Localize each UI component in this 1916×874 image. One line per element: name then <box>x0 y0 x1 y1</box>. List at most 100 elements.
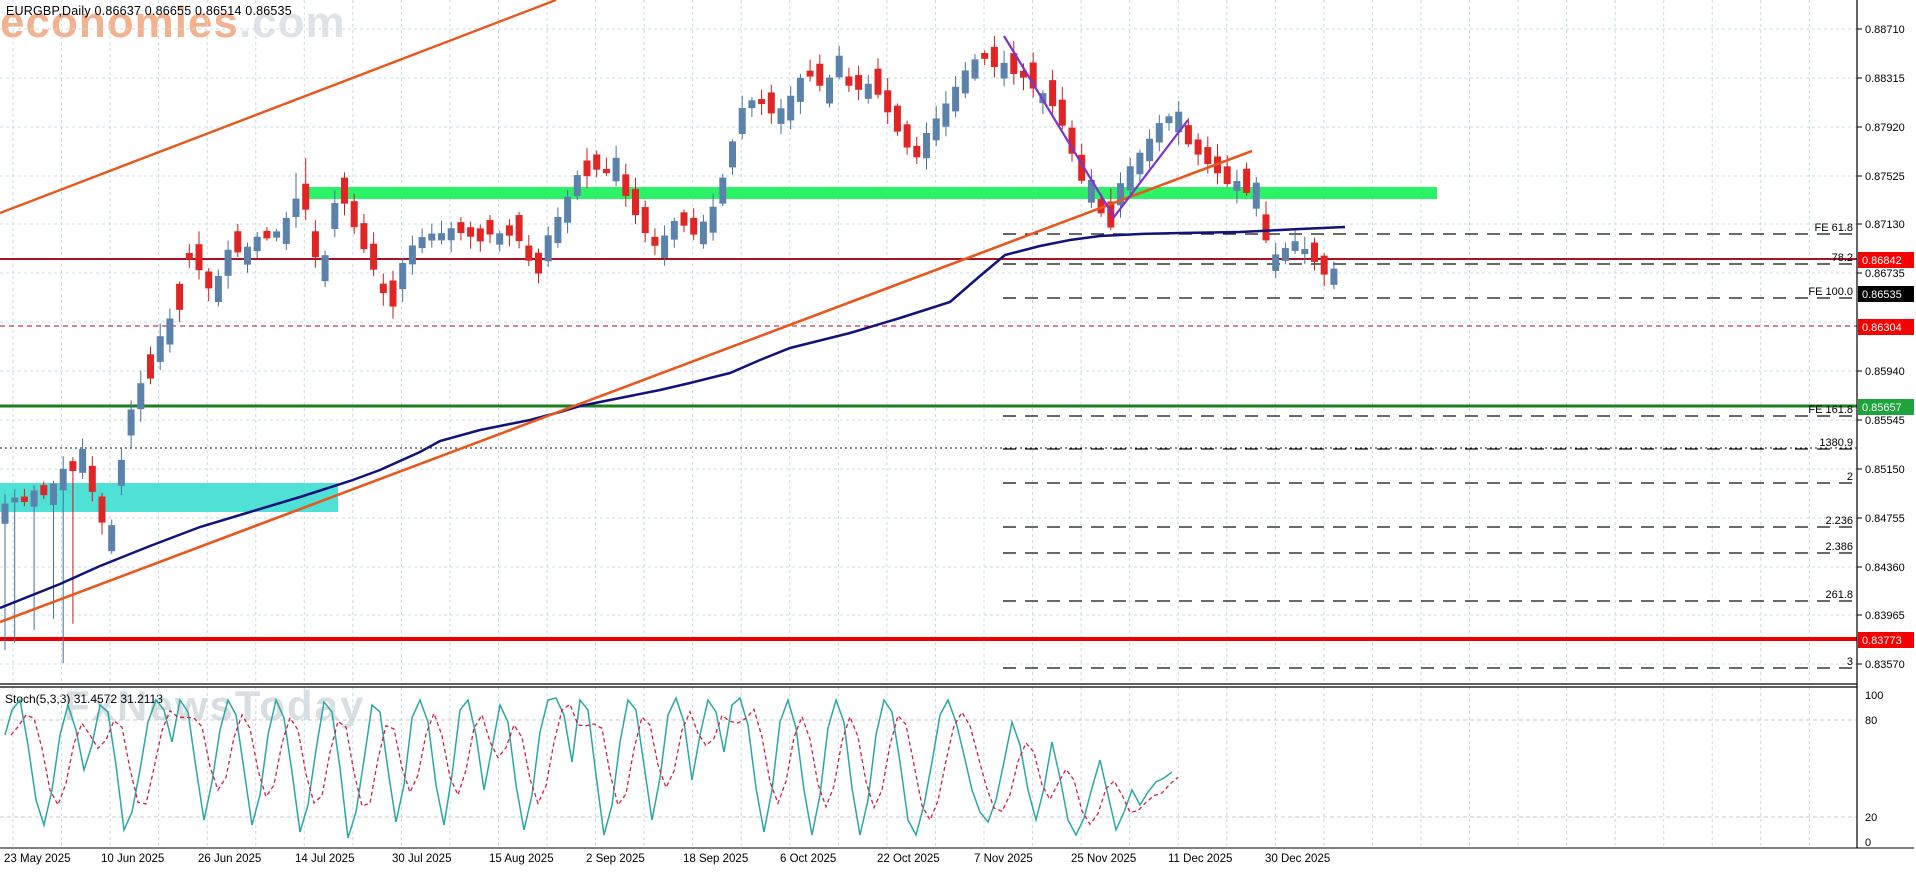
candle-bull[interactable] <box>428 233 436 241</box>
time-axis[interactable]: 23 May 2025 10 Jun 2025 26 Jun 2025 14 Jul … <box>4 853 1330 865</box>
candle-bear[interactable] <box>311 231 319 258</box>
candle-bear[interactable] <box>147 354 154 379</box>
candle-bull[interactable] <box>137 383 145 410</box>
candle-bull[interactable] <box>321 255 329 282</box>
candle-bull[interactable] <box>1126 166 1134 191</box>
candle-bull[interactable] <box>777 108 785 124</box>
candle-bull[interactable] <box>923 133 930 159</box>
candle-bear[interactable] <box>476 228 484 242</box>
candle-bull[interactable] <box>1291 241 1299 251</box>
candle-bull[interactable] <box>661 235 669 259</box>
candle-bull[interactable] <box>864 83 872 99</box>
candle-bull[interactable] <box>544 235 552 262</box>
stochastic-k-line[interactable] <box>4 695 1173 839</box>
candle-bull[interactable] <box>59 468 67 491</box>
candle-bear[interactable] <box>593 154 601 170</box>
candle-bull[interactable] <box>127 409 135 436</box>
candle-bull[interactable] <box>117 459 125 486</box>
candle-bull[interactable] <box>1281 248 1289 261</box>
candle-bear[interactable] <box>758 99 766 105</box>
candle-bear[interactable] <box>641 207 649 234</box>
candle-bear[interactable] <box>486 220 494 235</box>
candle-bull[interactable] <box>554 217 562 244</box>
moving-average-line[interactable] <box>0 225 1346 610</box>
candle-bull[interactable] <box>826 77 833 104</box>
candle-bear[interactable] <box>195 244 203 271</box>
candle-bull[interactable] <box>1233 181 1241 191</box>
candle-bear[interactable] <box>176 283 184 310</box>
candle-bear[interactable] <box>1320 255 1328 275</box>
candle-bull[interactable] <box>1000 62 1008 79</box>
candle-bear[interactable] <box>341 177 348 204</box>
candle-bull[interactable] <box>1175 111 1183 133</box>
candle-bear[interactable] <box>1311 242 1318 262</box>
candle-bull[interactable] <box>748 100 756 109</box>
candle-bull[interactable] <box>932 118 940 141</box>
candle-bear[interactable] <box>525 245 533 261</box>
candle-bear[interactable] <box>583 160 591 177</box>
candle-bull[interactable] <box>1155 123 1163 143</box>
candle-bull[interactable] <box>30 490 38 507</box>
candle-bear[interactable] <box>903 124 911 148</box>
candle-bull[interactable] <box>1252 182 1260 209</box>
candle-bull[interactable] <box>156 336 164 362</box>
candle-bull[interactable] <box>729 141 736 168</box>
candle-bear[interactable] <box>1049 80 1057 107</box>
candle-bear[interactable] <box>680 212 688 226</box>
candle-bull[interactable] <box>447 228 455 241</box>
candle-bull[interactable] <box>79 448 87 473</box>
candle-bull[interactable] <box>282 217 290 244</box>
candle-bear[interactable] <box>20 496 28 502</box>
candle-bull[interactable] <box>699 221 707 245</box>
candle-bear[interactable] <box>263 230 271 239</box>
candle-bull[interactable] <box>961 70 969 94</box>
candle-bear[interactable] <box>874 68 882 95</box>
candle-bear[interactable] <box>1243 168 1251 193</box>
candle-bear[interactable] <box>845 76 853 86</box>
candle-bull[interactable] <box>670 220 678 240</box>
candle-bear[interactable] <box>913 145 921 158</box>
candle-bull[interactable] <box>331 202 339 229</box>
candle-bear[interactable] <box>457 222 465 234</box>
candle-bull[interactable] <box>273 231 281 238</box>
candle-bear[interactable] <box>651 236 659 246</box>
candle-bear[interactable] <box>990 46 998 68</box>
candle-bear[interactable] <box>893 105 901 132</box>
candle-bull[interactable] <box>438 233 445 241</box>
candle-bear[interactable] <box>816 63 824 86</box>
zigzag-pattern-line[interactable] <box>1003 35 1189 219</box>
candle-bear[interactable] <box>1223 166 1231 184</box>
candle-bull[interactable] <box>1087 179 1095 203</box>
trendline-main-orange[interactable] <box>0 149 1253 624</box>
candle-bull[interactable] <box>564 196 572 223</box>
candle-bull[interactable] <box>50 483 57 506</box>
candle-bull[interactable] <box>942 103 950 127</box>
candle-bull[interactable] <box>1117 183 1124 206</box>
candle-bear[interactable] <box>806 70 814 77</box>
candle-bull[interactable] <box>738 108 746 135</box>
candle-bull[interactable] <box>292 198 300 217</box>
candle-bull[interactable] <box>709 206 717 233</box>
candle-bear[interactable] <box>535 252 542 274</box>
candle-bear[interactable] <box>1058 99 1066 126</box>
candle-bull[interactable] <box>1301 249 1309 255</box>
candle-bear[interactable] <box>1078 154 1086 181</box>
candle-bear[interactable] <box>185 252 193 260</box>
candle-bear[interactable] <box>234 231 242 253</box>
candle-bear[interactable] <box>360 223 368 250</box>
candle-bull[interactable] <box>573 175 581 197</box>
candle-bull[interactable] <box>1272 254 1280 271</box>
candle-bear[interactable] <box>302 183 310 210</box>
price-axis[interactable]: 0.88710 0.88315 0.87920 0.87525 0.87130 0.867… <box>1857 24 1914 849</box>
candle-bull[interactable] <box>244 246 251 265</box>
candle-bear[interactable] <box>1029 62 1037 89</box>
candle-bear[interactable] <box>767 92 775 114</box>
candle-bull[interactable] <box>108 525 116 552</box>
candle-bull[interactable] <box>1146 138 1154 162</box>
candle-bear[interactable] <box>855 75 863 90</box>
candle-bear[interactable] <box>379 283 387 294</box>
candle-bull[interactable] <box>971 59 979 79</box>
channel-upper-orange[interactable] <box>0 0 557 215</box>
candle-bear[interactable] <box>1184 125 1192 145</box>
